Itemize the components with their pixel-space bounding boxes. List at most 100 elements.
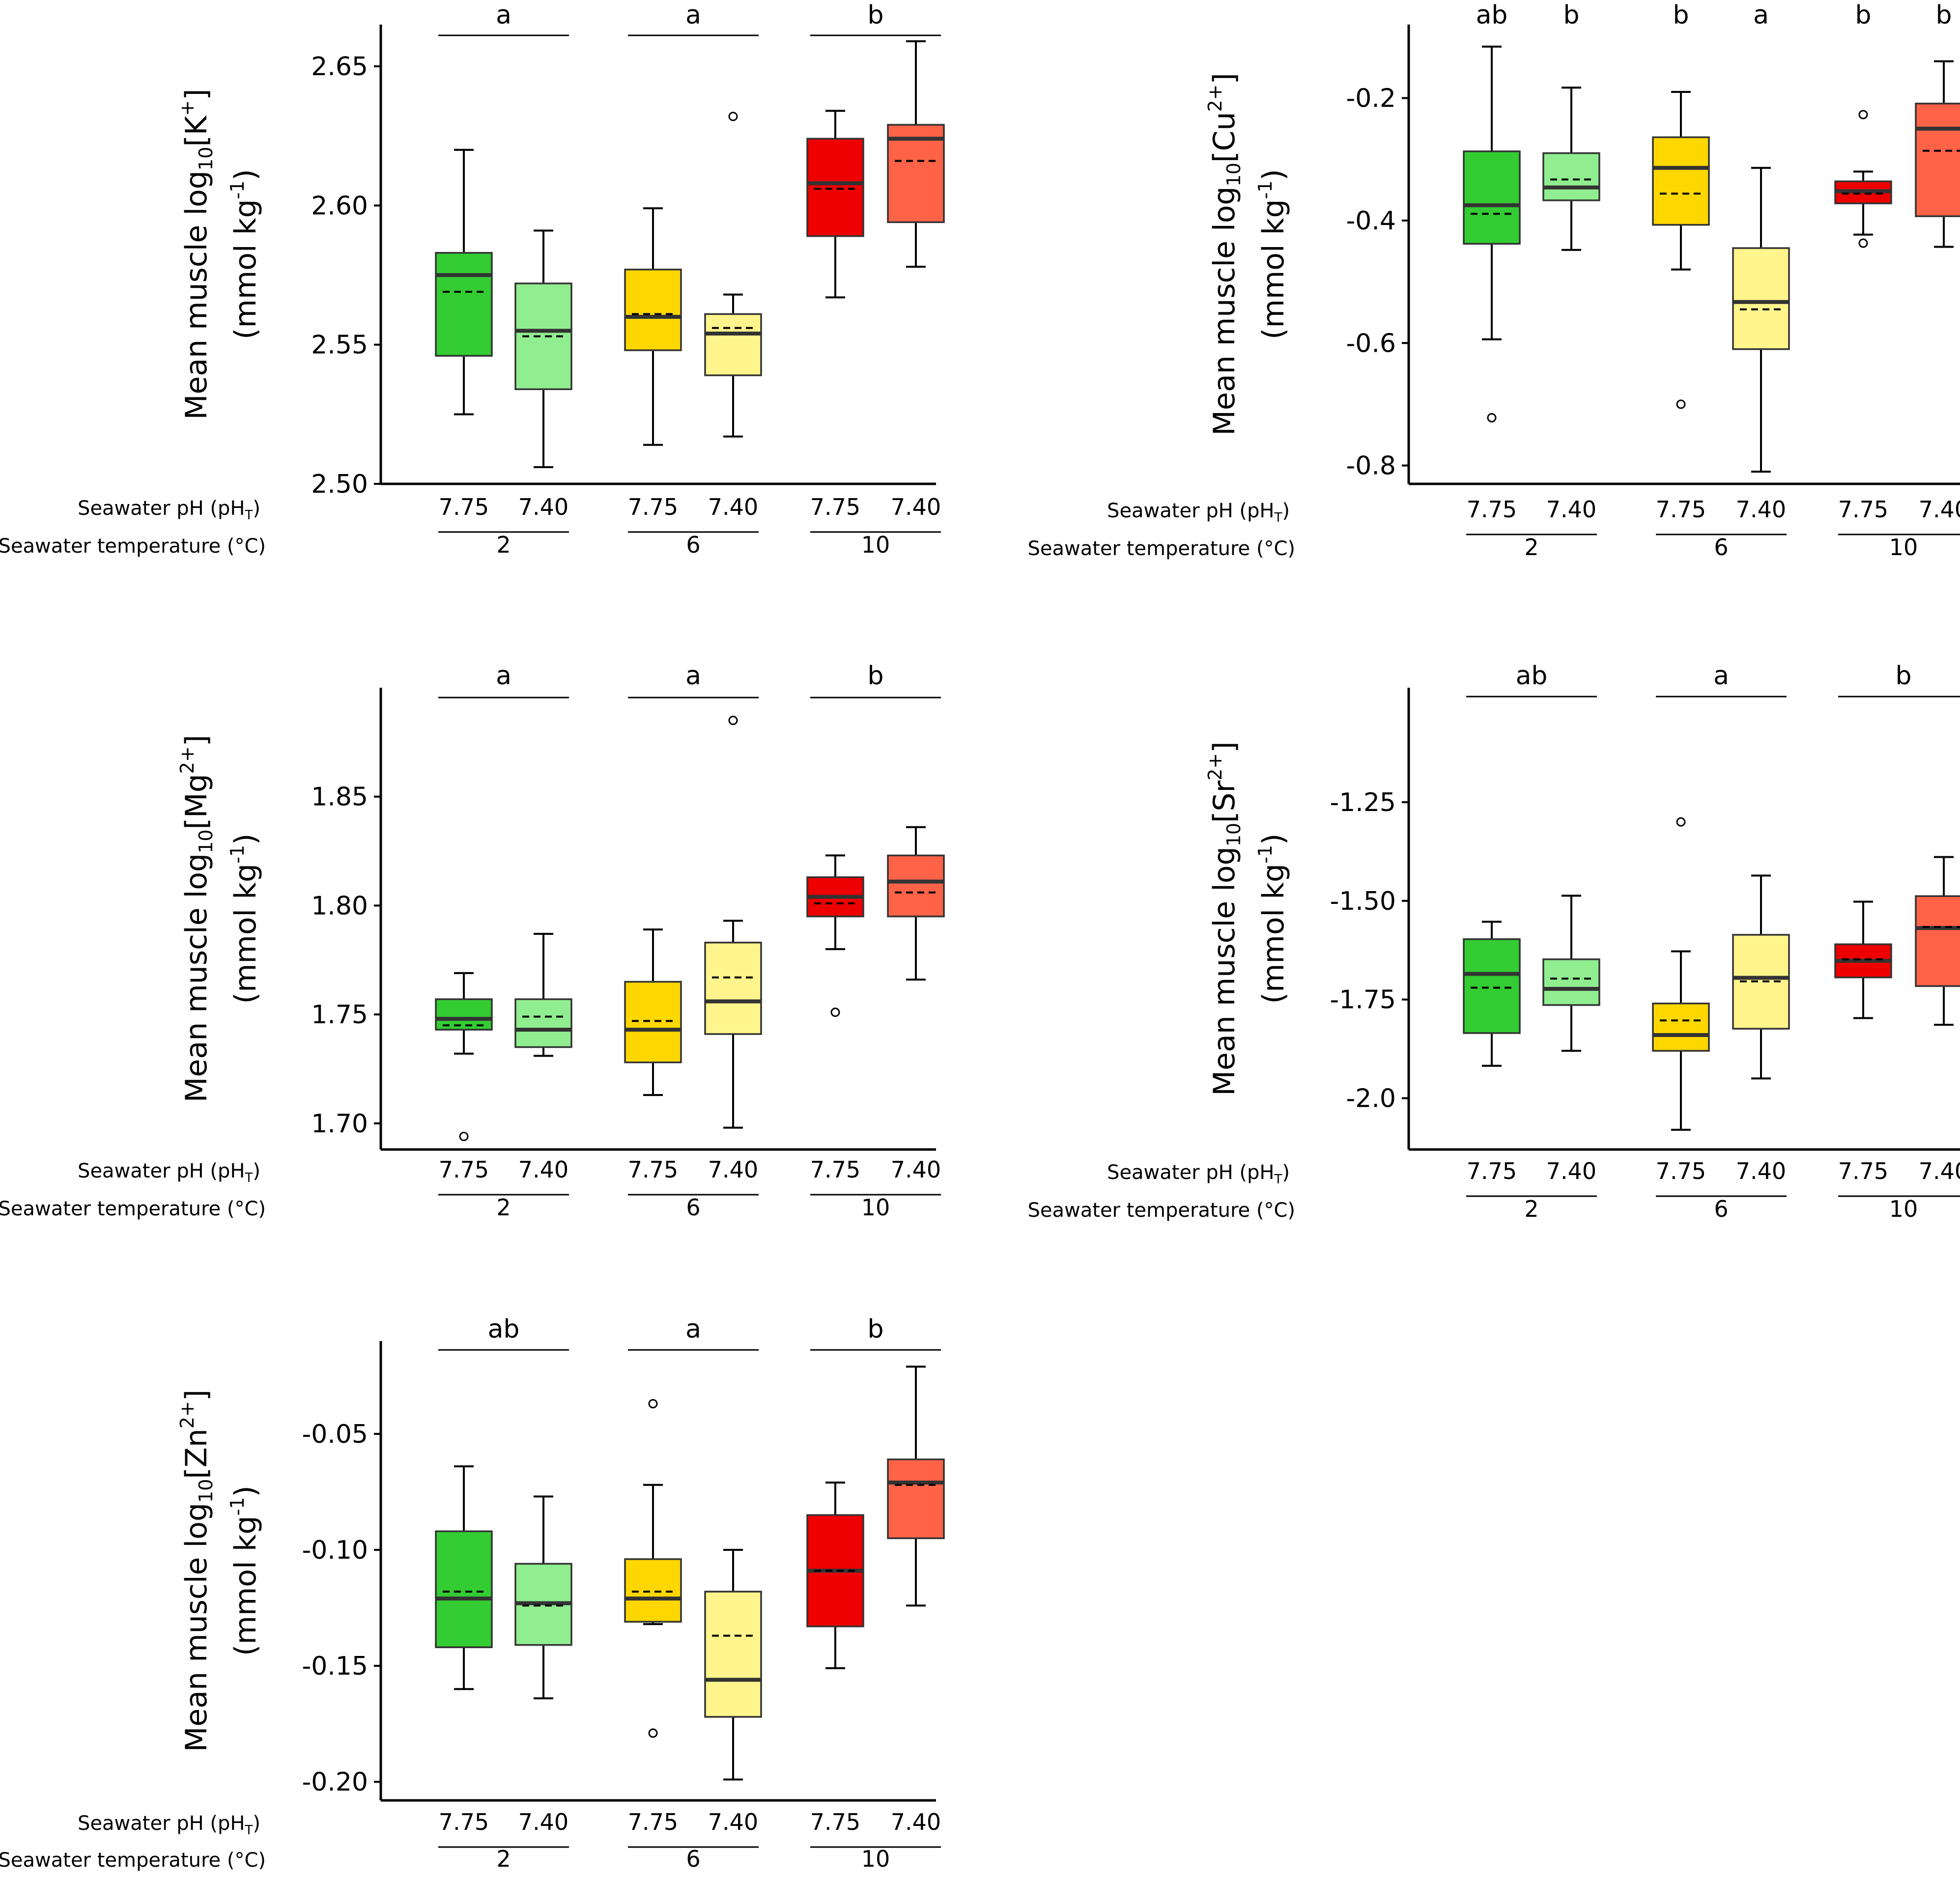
box-t2-ph740: [514, 933, 572, 1057]
ph-tick-label: 7.75: [628, 494, 678, 520]
y-axis-unit: (mmol kg-1): [1254, 834, 1291, 1004]
box-t2-ph740: [514, 229, 572, 468]
ph-tick-label: 7.75: [1656, 1158, 1706, 1184]
temperature-label: 6: [686, 1194, 700, 1221]
box-iqr: [704, 942, 762, 1035]
significance-letter: b: [1855, 0, 1871, 30]
ph-tick-label: 7.40: [891, 1156, 941, 1183]
y-tick-label: 1.80: [311, 891, 368, 921]
y-tick-label: -0.15: [302, 1652, 368, 1681]
y-axis-unit: (mmol kg-1): [227, 834, 263, 1004]
y-axis-unit: (mmol kg-1): [227, 1486, 263, 1656]
significance-letter: b: [867, 661, 883, 691]
box-iqr: [1542, 152, 1600, 201]
box-t10-ph740: [1915, 856, 1960, 1026]
temperature-label: 10: [861, 532, 890, 558]
box-iqr: [806, 138, 864, 237]
box-t6-ph740: [1732, 167, 1790, 473]
ph-row-subscript: T: [245, 508, 253, 523]
box-iqr: [624, 1558, 682, 1623]
y-tick-label: -1.75: [1330, 985, 1396, 1015]
unit-text: (mmol kg: [228, 199, 263, 339]
significance-letter: b: [1935, 0, 1952, 30]
temperature-label: 6: [686, 1846, 700, 1872]
box-iqr: [514, 998, 572, 1048]
significance-letter: b: [1895, 661, 1911, 691]
y-tick-label: 1.70: [311, 1109, 368, 1139]
box-iqr: [1652, 1002, 1710, 1052]
significance-letter: b: [867, 1315, 883, 1344]
significance-letter: ab: [1476, 0, 1508, 30]
box-t2-ph740: [1542, 895, 1600, 1052]
box-iqr: [624, 981, 682, 1064]
ph-tick-label: 7.40: [891, 494, 941, 520]
box-iqr: [1732, 247, 1790, 350]
significance-letter: a: [496, 661, 511, 691]
y-title-ion: [Zn: [179, 1429, 214, 1479]
temperature-label: 10: [1889, 534, 1918, 561]
y-title-bracket: ]: [179, 1390, 214, 1401]
outlier-point: [1676, 399, 1686, 409]
significance-letter: b: [867, 0, 883, 30]
box-t6-ph775: [624, 1399, 682, 1738]
y-axis-title: Mean muscle log10[Cu2+]: [1204, 73, 1245, 436]
outlier-point: [1858, 110, 1868, 119]
temperature-label: 2: [496, 1194, 511, 1221]
y-tick-label: 2.55: [311, 331, 368, 360]
unit-close: ): [1256, 169, 1291, 180]
significance-letter: a: [496, 0, 511, 30]
box-iqr: [704, 1591, 762, 1718]
significance-letter: ab: [488, 1315, 520, 1344]
ph-row-subscript: T: [245, 1171, 253, 1185]
ph-row-text: Seawater pH (pH: [1107, 500, 1274, 522]
temperature-row-label: Seawater temperature (°C): [1028, 537, 1295, 560]
y-tick-label: -1.25: [1330, 788, 1396, 817]
y-tick-label: -0.6: [1346, 329, 1396, 358]
temperature-row-label: Seawater temperature (°C): [0, 535, 266, 558]
box-t10-ph740: [887, 826, 945, 981]
box-t6-ph775: [624, 928, 682, 1096]
ph-tick-label: 7.75: [439, 1809, 489, 1835]
temperature-label: 2: [496, 1846, 511, 1872]
significance-letter: a: [1753, 0, 1769, 30]
ph-tick-label: 7.40: [1736, 1158, 1786, 1184]
ph-row-label: Seawater pH (pHT): [1107, 1161, 1290, 1187]
box-t2-ph740: [514, 1495, 572, 1700]
y-tick-label: 2.60: [311, 191, 368, 221]
y-title-text: Mean muscle log: [1207, 846, 1242, 1095]
box-t10-ph740: [1915, 60, 1960, 248]
ph-tick-label: 7.40: [518, 1156, 568, 1183]
y-title-ion: [Mg: [179, 774, 214, 829]
ph-row-label: Seawater pH (pHT): [78, 1812, 260, 1838]
temperature-label: 2: [496, 532, 511, 558]
y-tick-label: -1.50: [1330, 887, 1396, 916]
y-title-text: Mean muscle log: [179, 170, 214, 420]
unit-close: ): [228, 834, 263, 845]
ph-tick-label: 7.40: [708, 494, 758, 520]
significance-letter: b: [1673, 0, 1689, 30]
outlier-point: [728, 112, 738, 121]
unit-text: (mmol kg: [1256, 864, 1291, 1004]
y-title-bracket: ]: [179, 735, 214, 746]
ph-tick-label: 7.40: [708, 1156, 758, 1183]
y-axis-title: Mean muscle log10[Zn2+]: [176, 1390, 217, 1752]
y-title-charge: 2+: [176, 1401, 198, 1429]
y-title-text: Mean muscle log: [179, 853, 214, 1102]
ph-row-text: Seawater pH (pH: [78, 1812, 245, 1835]
outlier-point: [830, 1008, 840, 1017]
box-t6-ph740: [1732, 874, 1790, 1080]
temperature-label: 6: [1714, 534, 1728, 561]
ph-tick-label: 7.40: [1546, 496, 1596, 523]
temperature-label: 2: [1524, 1196, 1538, 1222]
unit-text: (mmol kg: [228, 864, 263, 1004]
ph-row-text: Seawater pH (pH: [78, 497, 245, 520]
y-title-charge: 2+: [1204, 84, 1226, 112]
box-t6-ph775: [1652, 817, 1710, 1131]
ph-tick-label: 7.75: [810, 494, 860, 520]
box-t10-ph775: [1834, 110, 1892, 248]
outlier-point: [648, 1399, 658, 1408]
ph-tick-label: 7.75: [439, 494, 489, 520]
box-t6-ph775: [624, 207, 682, 446]
y-title-charge: +: [176, 100, 198, 116]
